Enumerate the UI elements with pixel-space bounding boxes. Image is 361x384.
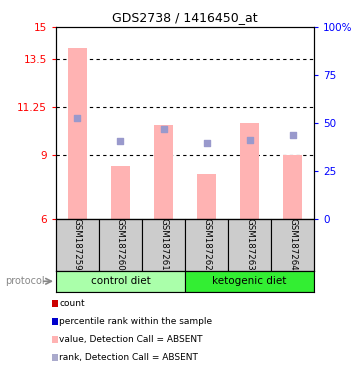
Bar (185, 219, 228, 271)
Bar (99, 219, 142, 271)
Bar (271, 219, 314, 271)
Text: rank, Detection Call = ABSENT: rank, Detection Call = ABSENT (60, 353, 198, 362)
Text: GSM187259: GSM187259 (73, 218, 82, 271)
Text: control diet: control diet (91, 276, 151, 286)
Text: percentile rank within the sample: percentile rank within the sample (60, 317, 213, 326)
Bar (185, 271, 314, 292)
Bar (154, 125, 173, 219)
Text: count: count (60, 299, 85, 308)
Point (75, 114, 81, 121)
Bar (283, 155, 302, 219)
Bar (68, 48, 87, 219)
Text: GSM187262: GSM187262 (202, 218, 211, 271)
Title: GDS2738 / 1416450_at: GDS2738 / 1416450_at (112, 11, 258, 24)
Point (247, 137, 252, 143)
Text: GSM187261: GSM187261 (159, 218, 168, 271)
Text: ketogenic diet: ketogenic diet (212, 276, 287, 286)
Bar (56, 219, 99, 271)
Text: GSM187260: GSM187260 (116, 218, 125, 271)
Point (204, 140, 209, 146)
Bar (240, 123, 259, 219)
Point (118, 138, 123, 144)
Point (161, 126, 166, 132)
Text: protocol: protocol (5, 276, 45, 286)
Point (290, 132, 295, 138)
Bar (142, 219, 185, 271)
Text: value, Detection Call = ABSENT: value, Detection Call = ABSENT (60, 335, 203, 344)
Text: GSM187263: GSM187263 (245, 218, 254, 271)
Bar (56, 271, 185, 292)
Bar (228, 219, 271, 271)
Text: GSM187264: GSM187264 (288, 218, 297, 271)
Bar (111, 166, 130, 219)
Bar (197, 174, 216, 219)
